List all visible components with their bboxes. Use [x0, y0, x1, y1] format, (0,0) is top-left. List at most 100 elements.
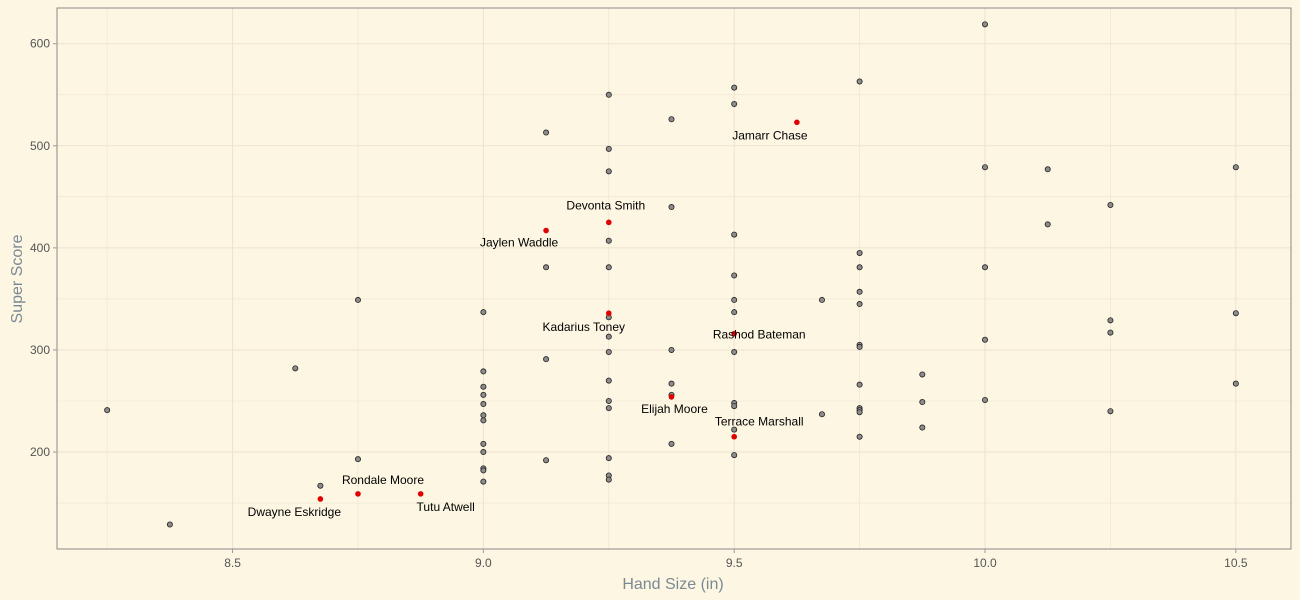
data-point: [668, 380, 675, 387]
x-axis-ticks: 8.5 9.0 9.5 10.0 10.5: [224, 549, 1248, 570]
data-point: [1044, 166, 1051, 173]
data-point: [480, 478, 487, 485]
data-point: [731, 309, 738, 316]
data-point: [1232, 380, 1239, 387]
data-point: [731, 84, 738, 91]
highlighted-point: [417, 491, 424, 497]
data-point: [354, 296, 361, 303]
highlighted-point: [668, 394, 675, 400]
data-point: [480, 467, 487, 474]
x-tick-label: 9.5: [726, 556, 743, 570]
data-point: [856, 249, 863, 256]
data-point: [480, 412, 487, 419]
data-point: [856, 433, 863, 440]
data-point: [818, 296, 825, 303]
data-point: [605, 168, 612, 175]
y-axis-ticks: 200 300 400 500 600: [30, 37, 57, 459]
highlighted-point: [543, 227, 549, 234]
data-points: [104, 21, 1239, 528]
y-tick-label: 400: [30, 241, 50, 255]
data-point: [668, 204, 675, 211]
data-point: [543, 264, 550, 271]
data-point: [605, 377, 612, 384]
data-point: [543, 356, 550, 363]
data-point: [982, 336, 989, 343]
data-point: [668, 116, 675, 123]
data-point: [856, 78, 863, 85]
data-point: [605, 397, 612, 404]
highlighted-point: [355, 491, 361, 497]
data-point: [919, 424, 926, 431]
point-label: Rondale Moore: [342, 473, 424, 487]
data-point: [856, 264, 863, 271]
highlighted-point: [731, 433, 737, 440]
data-point: [856, 343, 863, 350]
data-point: [731, 426, 738, 433]
data-point: [668, 346, 675, 353]
data-point: [731, 272, 738, 279]
data-point: [292, 365, 299, 372]
data-point: [1044, 221, 1051, 228]
highlighted-points: [317, 119, 800, 502]
data-point: [731, 348, 738, 355]
data-point: [480, 440, 487, 447]
point-label: Devonta Smith: [566, 198, 645, 212]
data-point: [919, 371, 926, 378]
data-point: [856, 409, 863, 416]
data-point: [354, 456, 361, 463]
data-point: [605, 237, 612, 244]
data-point: [543, 129, 550, 136]
data-point: [480, 401, 487, 408]
data-point: [605, 145, 612, 152]
data-point: [919, 399, 926, 406]
y-tick-label: 200: [30, 445, 50, 459]
data-point: [605, 348, 612, 355]
data-point: [1107, 408, 1114, 415]
data-point: [982, 164, 989, 171]
data-point: [1232, 310, 1239, 317]
x-tick-label: 9.0: [475, 556, 492, 570]
data-point: [480, 391, 487, 398]
data-point: [104, 407, 111, 414]
data-point: [731, 231, 738, 238]
highlighted-point: [794, 119, 800, 126]
data-point: [668, 440, 675, 447]
highlighted-point: [317, 496, 324, 502]
data-point: [731, 403, 738, 410]
data-point: [856, 301, 863, 308]
data-point: [731, 452, 738, 459]
point-label: Tutu Atwell: [417, 500, 475, 514]
data-point: [856, 381, 863, 388]
data-point: [480, 368, 487, 375]
point-label: Jaylen Waddle: [480, 236, 559, 250]
y-axis-title: Super Score: [9, 234, 26, 323]
data-point: [731, 100, 738, 107]
highlighted-point: [731, 330, 737, 337]
data-point: [605, 264, 612, 271]
point-labels: Jamarr Chase Devonta Smith Jaylen Waddle Ka…: [248, 128, 808, 519]
y-tick-label: 500: [30, 139, 50, 153]
data-point: [856, 288, 863, 295]
data-point: [605, 91, 612, 98]
point-label: Jamarr Chase: [732, 128, 808, 142]
data-point: [480, 309, 487, 316]
x-tick-label: 10.5: [1224, 556, 1248, 570]
x-tick-label: 10.0: [973, 556, 997, 570]
data-point: [317, 482, 324, 489]
y-tick-label: 600: [30, 37, 50, 51]
data-point: [605, 405, 612, 412]
data-point: [605, 455, 612, 462]
data-point: [982, 264, 989, 271]
data-point: [605, 333, 612, 340]
data-point: [480, 449, 487, 456]
point-label: Elijah Moore: [641, 402, 708, 416]
data-point: [543, 457, 550, 464]
point-label: Rashod Bateman: [713, 328, 806, 342]
data-point: [731, 296, 738, 303]
highlighted-point: [605, 219, 612, 226]
data-point: [1107, 317, 1114, 324]
data-point: [480, 417, 487, 424]
data-point: [166, 521, 173, 528]
